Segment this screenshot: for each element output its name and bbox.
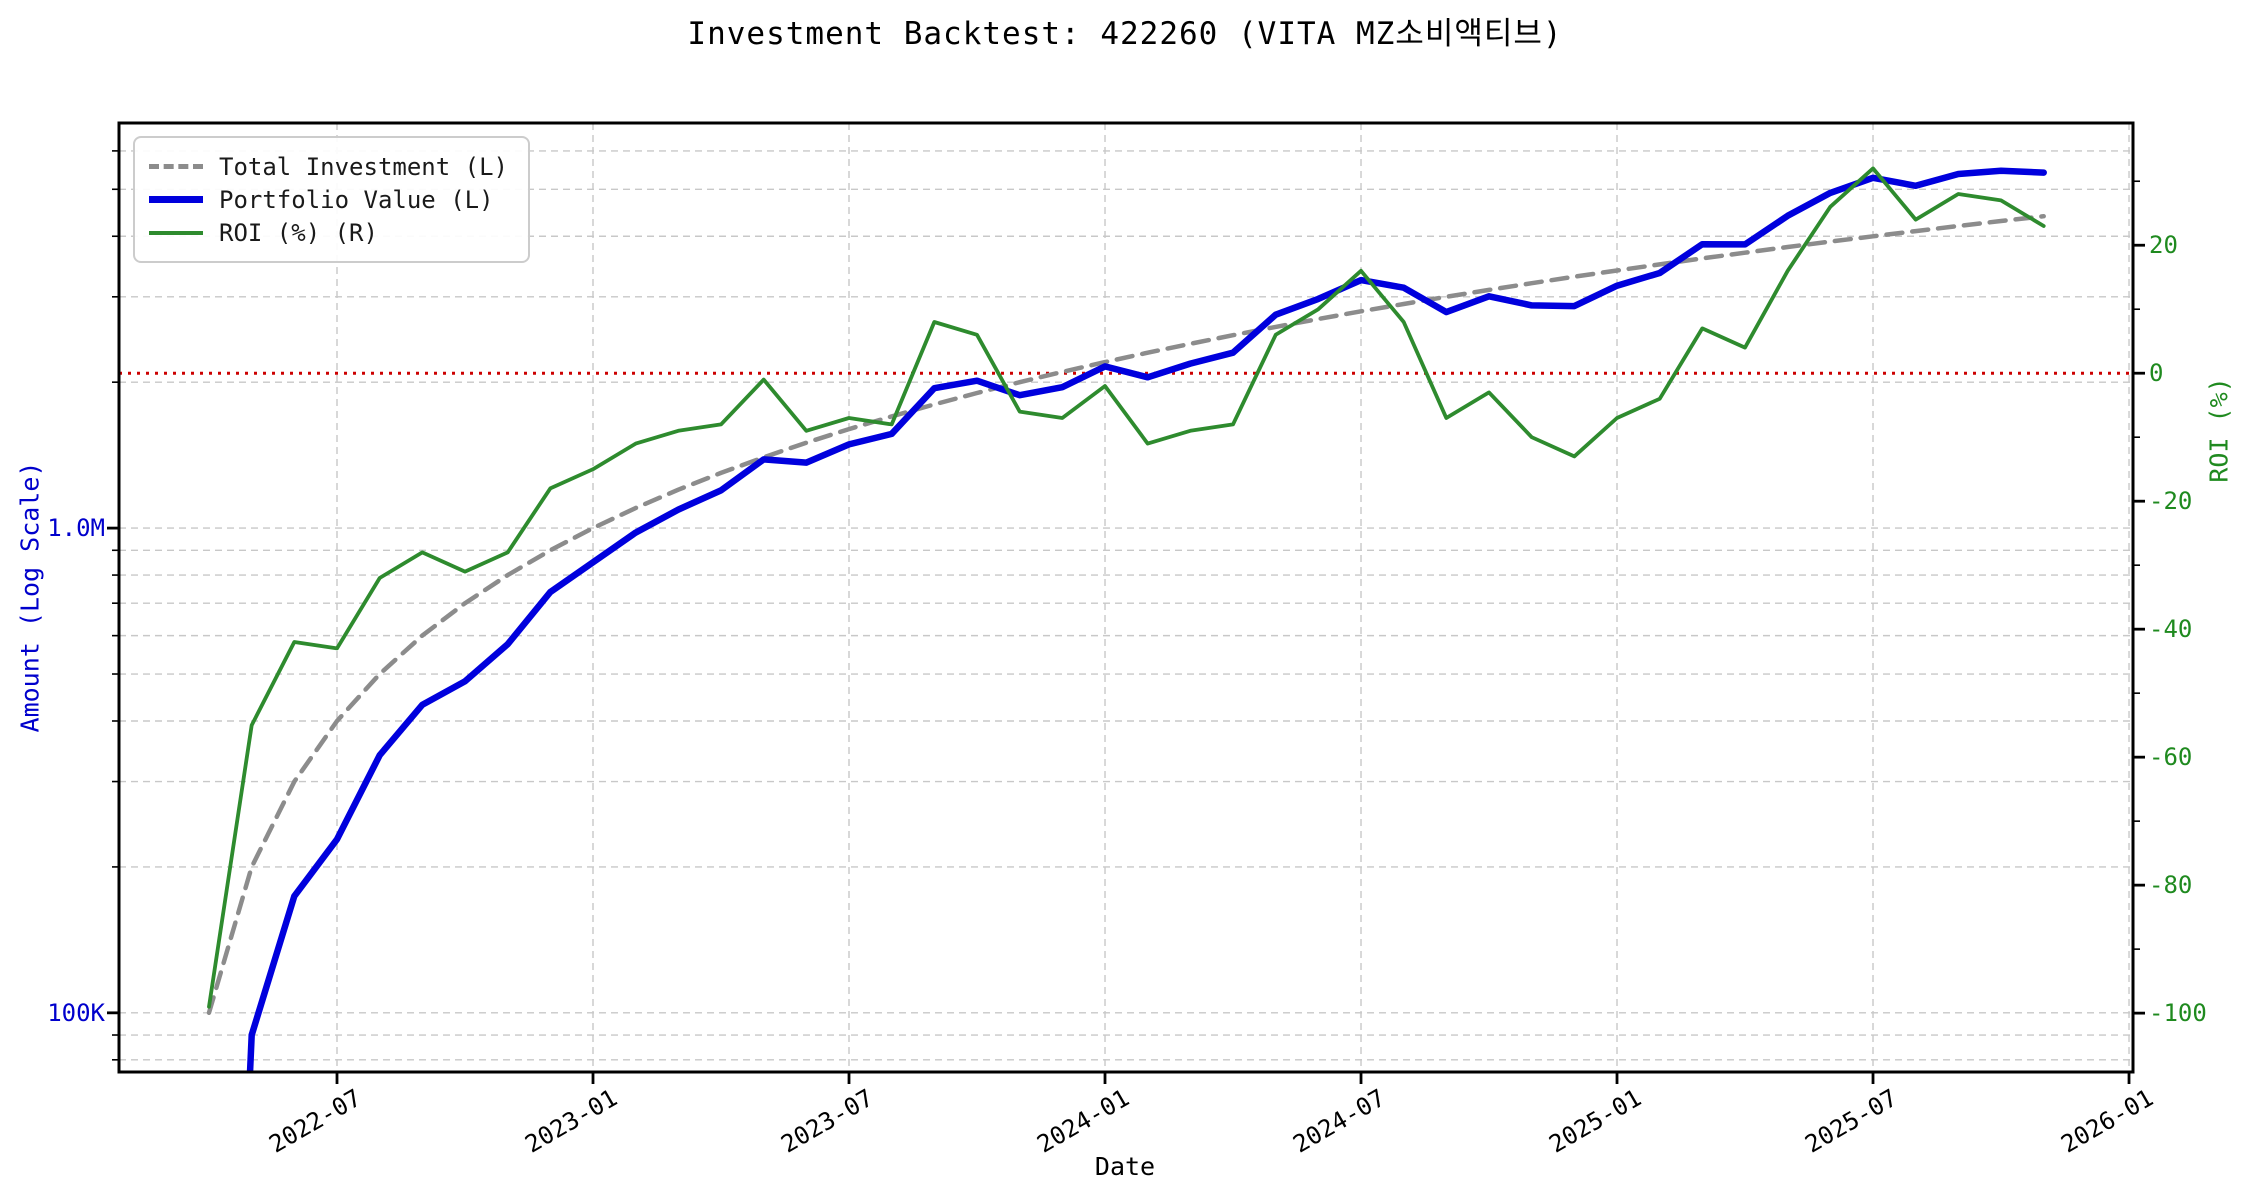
right-tick-label: 20 bbox=[2149, 231, 2178, 260]
series-total-investment bbox=[206, 213, 2046, 1016]
legend-item: Total Investment (L) bbox=[149, 150, 508, 183]
legend-line-sample-portfolio bbox=[149, 196, 203, 203]
legend-line-sample-investment bbox=[149, 164, 203, 169]
series-roi bbox=[207, 166, 2046, 1009]
right-tick-label: 0 bbox=[2149, 359, 2164, 388]
series-portfolio-value bbox=[246, 167, 2047, 1072]
legend-item: Portfolio Value (L) bbox=[149, 183, 508, 216]
right-tick-label: -100 bbox=[2149, 999, 2207, 1028]
chart-title: Investment Backtest: 422260 (VITA MZ소비액티… bbox=[687, 16, 1563, 52]
legend-item: ROI (%) (R) bbox=[149, 216, 508, 249]
right-tick-label: -60 bbox=[2149, 743, 2193, 772]
left-tick-label: 100K bbox=[47, 998, 105, 1027]
left-axis-label: Amount (Log Scale) bbox=[15, 461, 45, 733]
right-tick-label: -80 bbox=[2149, 871, 2193, 900]
right-tick-label: -20 bbox=[2149, 487, 2193, 516]
legend-line-sample-roi bbox=[149, 230, 203, 235]
right-axis-label: ROI (%) bbox=[2204, 377, 2234, 483]
legend: Total Investment (L) Portfolio Value (L) R… bbox=[133, 136, 530, 263]
right-tick-label: -40 bbox=[2149, 615, 2193, 644]
left-tick-label: 1.0M bbox=[47, 514, 105, 543]
legend-label: ROI (%) (R) bbox=[219, 218, 378, 247]
legend-label: Total Investment (L) bbox=[219, 152, 508, 181]
plot-border bbox=[117, 121, 2135, 1074]
x-axis-label: Date bbox=[1094, 1152, 1156, 1181]
legend-label: Portfolio Value (L) bbox=[219, 185, 494, 214]
